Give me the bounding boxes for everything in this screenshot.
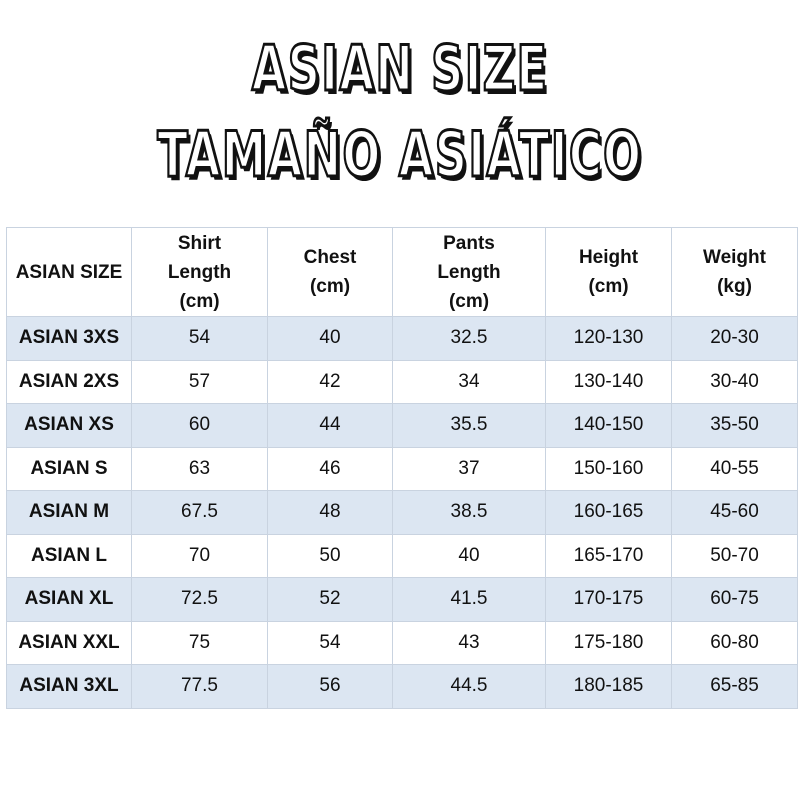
value-cell: 54 bbox=[267, 620, 393, 665]
size-cell: ASIAN 3XS bbox=[6, 316, 132, 361]
size-cell: ASIAN 3XL bbox=[6, 664, 132, 709]
value-cell: 30-40 bbox=[671, 359, 798, 404]
size-cell: ASIAN XS bbox=[6, 403, 132, 448]
table-row: ASIAN L 70 50 40 165-170 50-70 bbox=[6, 533, 798, 578]
value-cell: 130-140 bbox=[545, 359, 672, 404]
header-line: (kg) bbox=[717, 276, 752, 297]
value-cell: 65-85 bbox=[671, 664, 798, 709]
value-cell: 165-170 bbox=[545, 533, 672, 578]
header-line: Height bbox=[578, 247, 639, 268]
value-cell: 50-70 bbox=[671, 533, 798, 578]
header-row: ASIAN SIZE Shirt Length (cm) Chest (cm) Pants L… bbox=[6, 227, 798, 317]
value-cell: 41.5 bbox=[392, 577, 546, 622]
value-cell: 70 bbox=[131, 533, 268, 578]
value-cell: 20-30 bbox=[671, 316, 798, 361]
value-cell: 77.5 bbox=[131, 664, 268, 709]
value-cell: 60-80 bbox=[671, 620, 798, 665]
header-line: (cm) bbox=[179, 290, 220, 312]
table-row: ASIAN XL 72.5 52 41.5 170-175 60-75 bbox=[6, 577, 798, 622]
table-row: ASIAN 3XS 54 40 32.5 120-130 20-30 bbox=[6, 316, 798, 361]
header-line: Length bbox=[167, 261, 232, 283]
value-cell: 60-75 bbox=[671, 577, 798, 622]
value-cell: 67.5 bbox=[131, 490, 268, 535]
header-line: (cm) bbox=[309, 276, 351, 297]
header-line: Weight bbox=[703, 247, 766, 268]
value-cell: 50 bbox=[267, 533, 393, 578]
value-cell: 32.5 bbox=[392, 316, 546, 361]
table-row: ASIAN S 63 46 37 150-160 40-55 bbox=[6, 446, 798, 491]
value-cell: 175-180 bbox=[545, 620, 672, 665]
header-line: Chest bbox=[303, 247, 357, 268]
header-line: Pants bbox=[443, 232, 495, 254]
value-cell: 57 bbox=[131, 359, 268, 404]
value-cell: 44.5 bbox=[392, 664, 546, 709]
value-cell: 37 bbox=[392, 446, 546, 491]
value-cell: 42 bbox=[267, 359, 393, 404]
header-cell: Height (cm) bbox=[545, 227, 672, 317]
value-cell: 44 bbox=[267, 403, 393, 448]
value-cell: 54 bbox=[131, 316, 268, 361]
header-line: Length bbox=[437, 261, 501, 283]
size-cell: ASIAN S bbox=[6, 446, 132, 491]
header-cell: Pants Length (cm) bbox=[392, 227, 546, 317]
table-row: ASIAN 3XL 77.5 56 44.5 180-185 65-85 bbox=[6, 664, 798, 709]
value-cell: 170-175 bbox=[545, 577, 672, 622]
value-cell: 60 bbox=[131, 403, 268, 448]
value-cell: 56 bbox=[267, 664, 393, 709]
value-cell: 40 bbox=[392, 533, 546, 578]
header-cell: ASIAN SIZE bbox=[6, 227, 132, 317]
value-cell: 120-130 bbox=[545, 316, 672, 361]
value-cell: 48 bbox=[267, 490, 393, 535]
title-line: TAMAÑO ASIÁTICO bbox=[0, 118, 800, 191]
header-line: (cm) bbox=[448, 290, 490, 312]
value-cell: 40-55 bbox=[671, 446, 798, 491]
value-cell: 75 bbox=[131, 620, 268, 665]
value-cell: 46 bbox=[267, 446, 393, 491]
size-cell: ASIAN 2XS bbox=[6, 359, 132, 404]
title-text: TAMAÑO ASIÁTICO bbox=[156, 118, 643, 191]
value-cell: 52 bbox=[267, 577, 393, 622]
size-cell: ASIAN XL bbox=[6, 577, 132, 622]
value-cell: 34 bbox=[392, 359, 546, 404]
value-cell: 35-50 bbox=[671, 403, 798, 448]
value-cell: 40 bbox=[267, 316, 393, 361]
value-cell: 72.5 bbox=[131, 577, 268, 622]
value-cell: 63 bbox=[131, 446, 268, 491]
header-line: ASIAN SIZE bbox=[15, 261, 123, 283]
header-line: (cm) bbox=[588, 276, 629, 297]
value-cell: 35.5 bbox=[392, 403, 546, 448]
size-cell: ASIAN M bbox=[6, 490, 132, 535]
header-cell: Shirt Length (cm) bbox=[131, 227, 268, 317]
size-cell: ASIAN L bbox=[6, 533, 132, 578]
title-text: ASIAN SIZE bbox=[251, 32, 549, 105]
value-cell: 38.5 bbox=[392, 490, 546, 535]
value-cell: 43 bbox=[392, 620, 546, 665]
value-cell: 45-60 bbox=[671, 490, 798, 535]
size-cell: ASIAN XXL bbox=[6, 620, 132, 665]
value-cell: 140-150 bbox=[545, 403, 672, 448]
table-row: ASIAN M 67.5 48 38.5 160-165 45-60 bbox=[6, 490, 798, 535]
table-row: ASIAN 2XS 57 42 34 130-140 30-40 bbox=[6, 359, 798, 404]
table-row: ASIAN XXL 75 54 43 175-180 60-80 bbox=[6, 620, 798, 665]
table-row: ASIAN XS 60 44 35.5 140-150 35-50 bbox=[6, 403, 798, 448]
value-cell: 150-160 bbox=[545, 446, 672, 491]
header-line: Shirt bbox=[177, 232, 222, 254]
header-cell: Chest (cm) bbox=[267, 227, 393, 317]
value-cell: 160-165 bbox=[545, 490, 672, 535]
size-table: ASIAN SIZE Shirt Length (cm) Chest (cm) Pants L… bbox=[6, 227, 798, 709]
title-line: ASIAN SIZE bbox=[0, 32, 800, 105]
value-cell: 180-185 bbox=[545, 664, 672, 709]
header-cell: Weight (kg) bbox=[671, 227, 798, 317]
